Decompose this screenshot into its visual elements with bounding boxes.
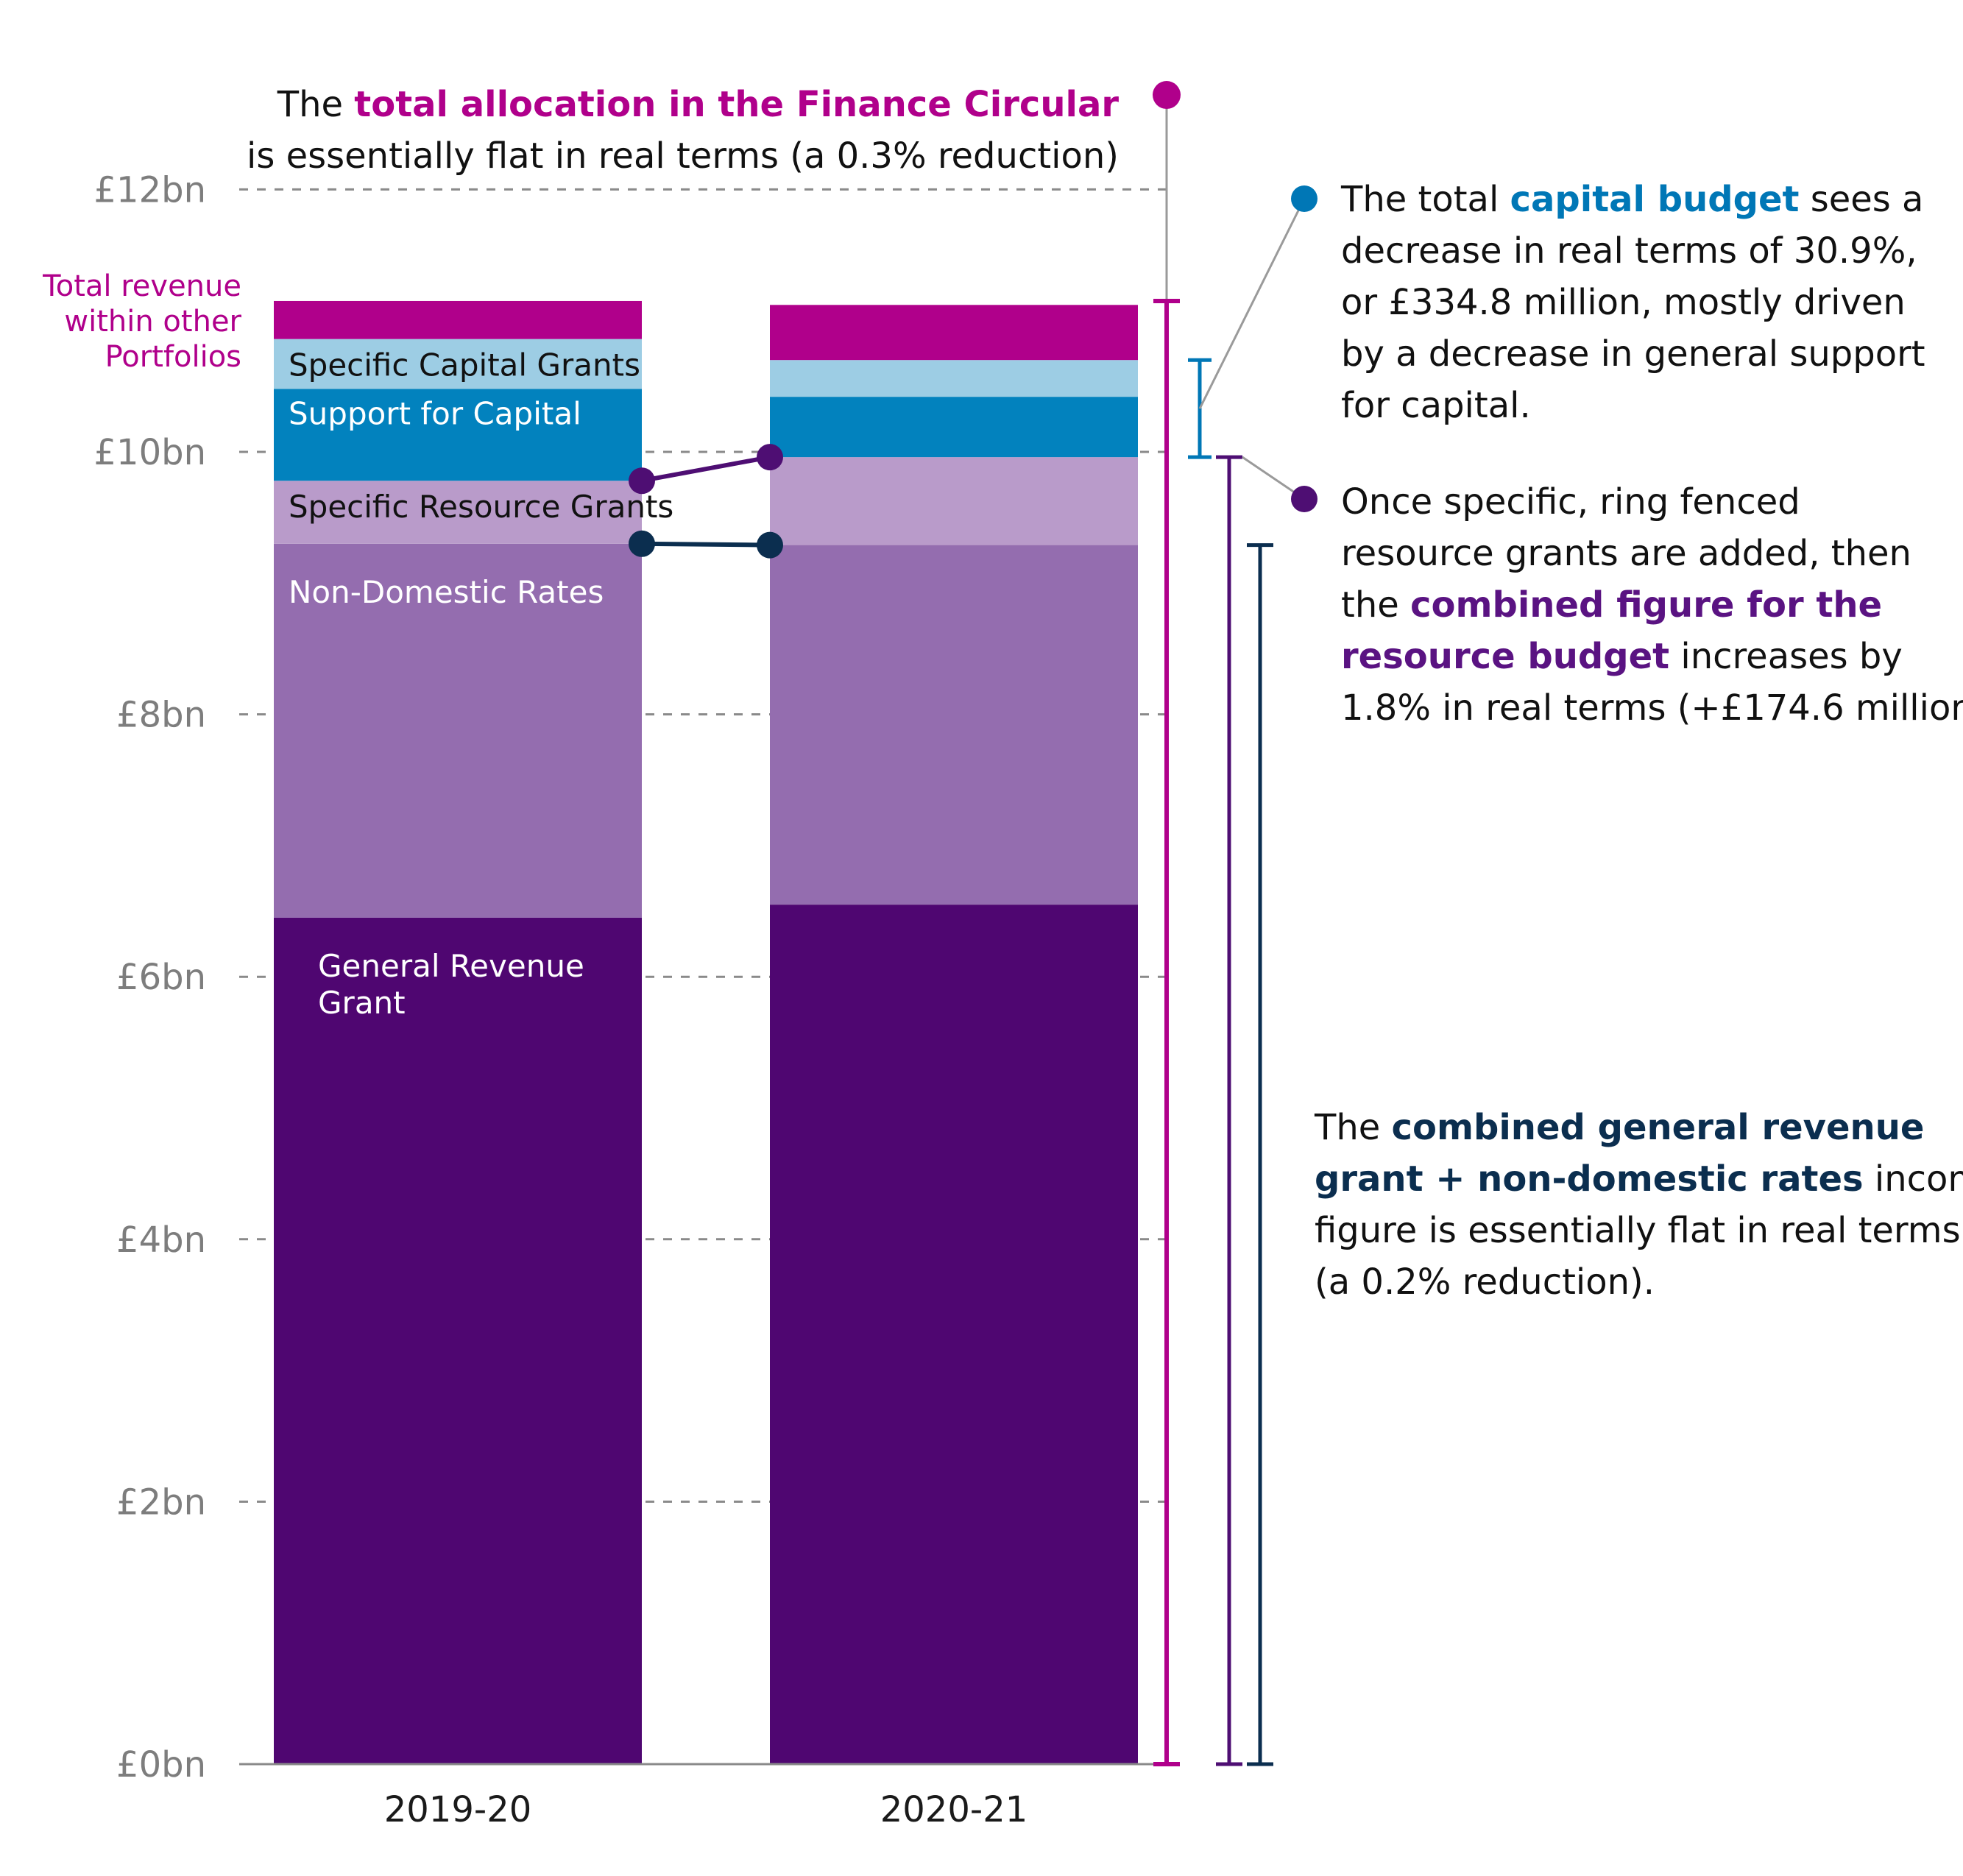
annotation-total-highlight: total allocation in the Finance Circular [354,84,1119,125]
annotation-resource-line-1: Once specific, ring fenced [1341,481,1800,523]
annotation-grant-ndr-highlight-1: combined general revenue [1392,1107,1925,1148]
brackets [1153,81,1317,1766]
y-tick-label-12: £12bn [93,169,206,210]
other-portfolios-line-3: Portfolios [105,340,241,374]
annotation-capital-line-2: decrease in real terms of 30.9%, [1341,230,1917,272]
annotation-capital: The total capital budget sees a decrease… [1340,179,1925,426]
segment-labels: Specific Capital Grants Support for Capit… [289,347,673,1021]
annotation-resource-line-3: the combined figure for the [1341,584,1882,626]
bar-2020-21-support-for-capital [770,397,1138,458]
annotation-capital-highlight: capital budget [1510,179,1800,220]
segment-label-general-revenue-grant-1: General Revenue [318,948,584,984]
annotation-grant-ndr-line-1: The combined general revenue [1314,1107,1924,1148]
bars [274,300,1138,1764]
annotation-resource-highlight-2: resource budget [1341,636,1669,677]
bar-2020-21-general-revenue-grant [770,905,1138,1764]
annotation-grant-ndr-line-4: (a 0.2% reduction). [1315,1261,1655,1303]
annotation-capital-line-3: or £334.8 million, mostly driven [1341,282,1906,323]
segment-label-general-revenue-grant-2: Grant [318,985,406,1021]
annotation-capital-line-5: for capital. [1341,385,1531,426]
bar-2019-20-general-revenue-grant [274,917,642,1764]
bar-2019-20-support-for-capital [274,389,642,481]
leader-capital [1198,198,1306,409]
annotation-grant-ndr: The combined general revenue grant + non… [1314,1107,1963,1303]
bar-2019-20-other-portfolios [274,300,642,339]
bar-2019-20-specific-resource-grants [274,481,642,544]
x-tick-labels: 2019-20 2020-21 [384,1789,1028,1830]
y-tick-label-4: £4bn [116,1220,206,1261]
connector-dot-start-grant-ndr-line [629,530,655,557]
y-ticks: £0bn £2bn £4bn £6bn £8bn £10bn £12bn [93,169,206,1785]
annotation-resource: Once specific, ring fenced resource gran… [1341,481,1963,729]
annotation-grant-ndr-line-2: grant + non-domestic rates income [1315,1158,1963,1200]
bar-2020-21-specific-resource-grants [770,457,1138,545]
x-tick-label-2019-20: 2019-20 [384,1789,532,1830]
segment-label-specific-capital-grants: Specific Capital Grants [289,347,640,383]
bar-2020-21-non-domestic-rates [770,545,1138,905]
x-tick-label-2020-21: 2020-21 [880,1789,1028,1830]
dot-resource [1291,486,1317,512]
y-tick-label-8: £8bn [116,695,206,736]
annotation-resource-highlight-1: combined figure for the [1410,584,1882,626]
y-tick-label-2: £2bn [116,1482,206,1523]
annotation-total-line-2: is essentially flat in real terms (a 0.3… [247,135,1119,177]
y-tick-label-10: £10bn [93,432,206,473]
annotation-total: The total allocation in the Finance Circ… [247,84,1119,177]
annotation-capital-line-4: by a decrease in general support [1341,333,1925,375]
bar-2020-21-specific-capital-grants [770,360,1138,397]
annotation-capital-line-1: The total capital budget sees a [1340,179,1923,220]
annotation-resource-line-5: 1.8% in real terms (+£174.6 million). [1341,687,1963,729]
dot-total [1153,81,1181,110]
connector-dot-end-resource-line [757,444,783,471]
annotation-grant-ndr-highlight-2: grant + non-domestic rates [1315,1158,1864,1200]
segment-label-support-for-capital: Support for Capital [289,395,581,431]
gridlines [239,188,1167,1503]
dot-capital [1291,185,1317,212]
other-portfolios-line-2: within other [64,305,241,339]
annotation-grant-ndr-line-3: figure is essentially flat in real terms [1315,1210,1961,1251]
bar-2020-21-other-portfolios [770,305,1138,361]
y-tick-label-6: £6bn [116,957,206,998]
other-portfolios-label: Total revenue within other Portfolios [42,269,241,374]
connector-dot-start-resource-line [629,467,655,495]
segment-label-specific-resource-grants: Specific Resource Grants [289,489,673,525]
annotation-total-line-1: The total allocation in the Finance Circ… [277,84,1120,125]
bar-2019-20-specific-capital-grants [274,339,642,389]
y-tick-label-0: £0bn [116,1744,206,1785]
connector-lines [629,444,783,559]
segment-label-non-domestic-rates: Non-Domestic Rates [289,574,604,610]
annotation-resource-line-4: resource budget increases by [1341,636,1903,677]
bar-2019-20-non-domestic-rates [274,543,642,918]
other-portfolios-line-1: Total revenue [42,269,241,303]
annotation-resource-line-2: resource grants are added, then [1341,533,1911,574]
connector-grant-ndr-line [641,541,771,548]
connector-dot-end-grant-ndr-line [757,531,783,559]
connector-resource-line [641,455,771,484]
